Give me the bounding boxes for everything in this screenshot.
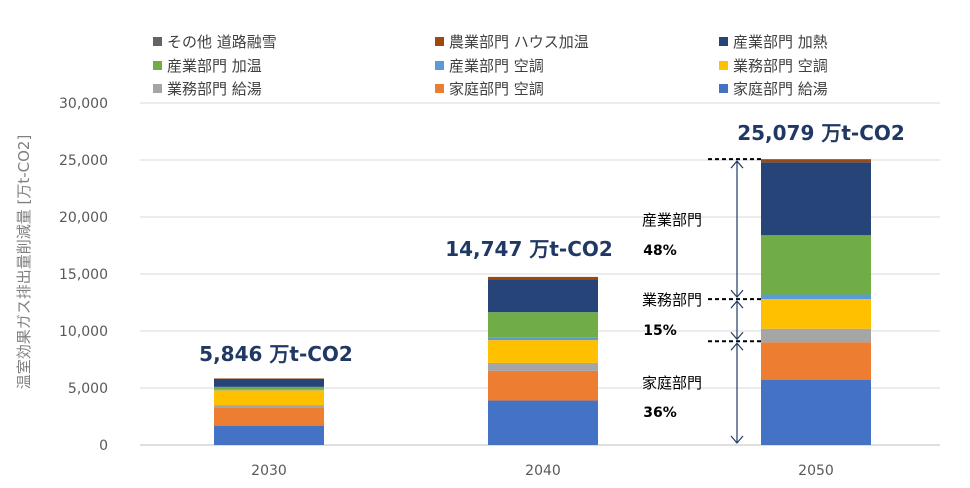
legend-swatch [153,37,162,46]
bar-segment [488,370,598,401]
legend-label: 農業部門 ハウス加温 [449,33,589,51]
share-label: 業務部門 [642,291,702,309]
bar-segment [761,328,871,343]
legend-swatch [435,61,444,70]
y-axis-label: 温室効果ガス排出量削減量 [万t-CO2] [15,135,33,390]
total-label: 5,846 万t-CO2 [199,342,353,366]
share-annotations: 産業部門 48% 業務部門 15% 家庭部門 36% [642,158,762,444]
y-tick-label: 25,000 [59,153,108,169]
legend-swatch [719,84,728,93]
bar-segment [214,407,324,426]
legend: その他 道路融雪 農業部門 ハウス加温 産業部門 加熱産業部門 加温 産業部門 空調業… [153,33,828,98]
legend-label: その他 道路融雪 [167,33,277,51]
legend-swatch [153,84,162,93]
legend-label: 家庭部門 空調 [449,80,544,98]
arrow-head-down [730,435,744,444]
bar-segment [488,400,598,445]
y-tick-label: 0 [99,438,108,454]
share-percent: 36% [643,405,677,421]
bar-segment [761,342,871,381]
legend-swatch [719,61,728,70]
bar-segment [488,362,598,371]
total-label: 14,747 万t-CO2 [445,237,613,261]
bar-segment [214,425,324,445]
arrow-head-up [730,300,744,309]
legend-label: 業務部門 空調 [733,57,828,75]
bar-segment [488,276,598,280]
y-axis-ticks: 0 5,000 10,000 15,000 20,000 25,000 30,000 [59,96,108,454]
bar-segment [488,312,598,338]
x-tick-label: 2040 [525,463,561,479]
total-label: 25,079 万t-CO2 [737,121,905,145]
arrow-head-down [730,289,744,299]
bar-segment [761,162,871,236]
bar-segment [488,337,598,341]
x-tick-label: 2030 [251,463,287,479]
share-percent: 15% [643,323,677,339]
arrow-head-down [730,331,744,341]
bar-segment [214,386,324,390]
arrow-head-up [730,342,744,351]
legend-label: 家庭部門 給湯 [733,80,828,98]
share-percent: 48% [643,243,677,259]
y-tick-label: 20,000 [59,210,108,226]
bar-segment [761,299,871,329]
legend-swatch [435,84,444,93]
bar-segment [214,389,324,391]
legend-label: 産業部門 空調 [449,57,544,75]
total-labels: 5,846 万t-CO2 14,747 万t-CO2 25,079 万t-CO2 [199,121,905,366]
share-label: 家庭部門 [642,374,702,392]
legend-swatch [435,37,444,46]
legend-label: 産業部門 加温 [167,57,262,75]
y-tick-label: 30,000 [59,96,108,112]
legend-swatch [153,61,162,70]
bar-segment [214,378,324,387]
bar-segment [761,159,871,163]
bar-segment [761,235,871,295]
bars [214,159,871,445]
bar-segment [214,405,324,408]
x-tick-label: 2050 [798,463,834,479]
legend-label: 産業部門 加熱 [733,33,828,51]
bar-segment [488,340,598,363]
bar-segment [488,279,598,313]
bar-segment [214,390,324,406]
y-tick-label: 10,000 [59,324,108,340]
bar-segment [761,380,871,445]
legend-label: 業務部門 給湯 [167,80,262,98]
share-label: 産業部門 [642,211,702,229]
x-axis-ticks: 2030 2040 2050 [251,463,834,479]
legend-swatch [719,37,728,46]
y-tick-label: 5,000 [68,381,108,397]
y-tick-label: 15,000 [59,267,108,283]
arrow-head-up [730,160,744,169]
bar-segment [761,294,871,300]
